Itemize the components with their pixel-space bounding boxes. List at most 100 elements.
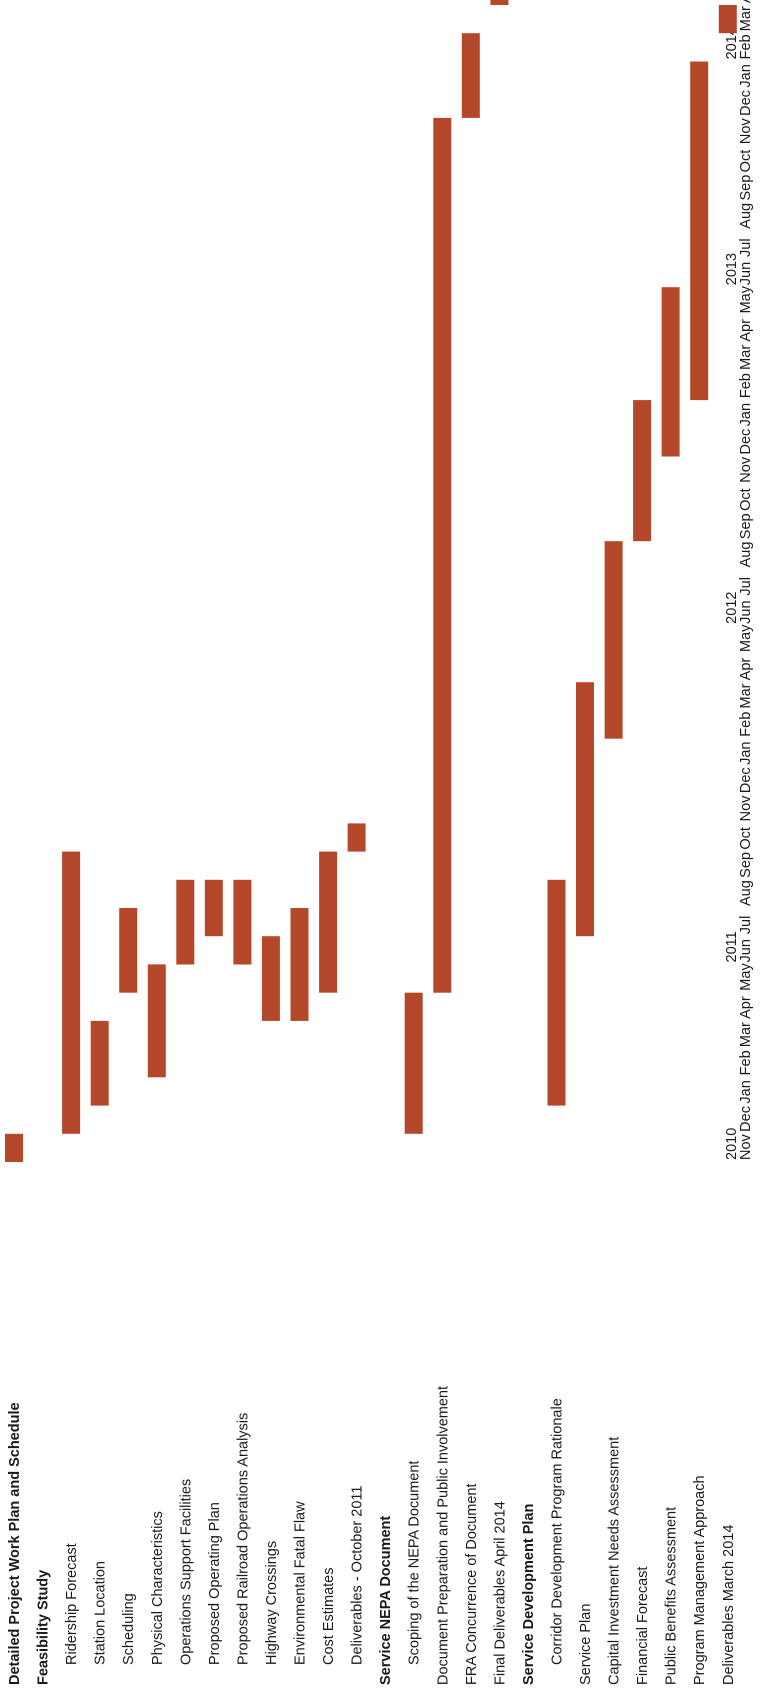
month-axis: NovDecJanFebMarAprMayJunJulAugSepOctNovD… bbox=[738, 0, 754, 1160]
task-bar-deliverables-october-2011 bbox=[347, 823, 366, 852]
month-tick-label: Jun bbox=[738, 600, 754, 623]
month-tick-label: Dec bbox=[738, 767, 754, 793]
month-tick-label: May bbox=[738, 963, 754, 991]
task-bar-financial-forecast bbox=[633, 400, 652, 542]
month-tick-label: Mar bbox=[738, 6, 754, 31]
task-bar-service-plan bbox=[576, 682, 594, 937]
row-label-scheduling: Scheduling bbox=[121, 1593, 137, 1665]
year-tick-label: 2012 bbox=[724, 592, 740, 624]
month-tick-label: Mar bbox=[738, 345, 754, 370]
task-bar-ridership-forecast bbox=[62, 851, 81, 1134]
month-tick-label: Jun bbox=[738, 939, 754, 962]
row-label-program-management-approach: Program Management Approach bbox=[692, 1475, 708, 1685]
row-label-ridership-forecast: Ridership Forecast bbox=[64, 1543, 80, 1665]
task-bars bbox=[5, 0, 737, 1162]
row-label-cost-estimates: Cost Estimates bbox=[321, 1568, 337, 1666]
task-bar-corridor-development-program-rationale bbox=[547, 879, 566, 1106]
task-bar-proposed-operating-plan bbox=[204, 879, 223, 937]
rotated-gantt-layer: Detailed Project Work Plan and Schedule F… bbox=[5, 0, 754, 1685]
month-tick-label: Mar bbox=[738, 683, 754, 708]
row-label-highway-crossings: Highway Crossings bbox=[264, 1541, 280, 1665]
row-label-fra-concurrence-of-document: FRA Concurrence of Document bbox=[464, 1484, 480, 1685]
task-bar-proposed-railroad-operations-analysis bbox=[233, 879, 252, 965]
month-tick-label: Sep bbox=[738, 513, 754, 539]
month-tick-label: Dec bbox=[738, 429, 754, 455]
year-tick-label: 2013 bbox=[724, 253, 740, 285]
row-label-physical-characteristics: Physical Characteristics bbox=[150, 1511, 166, 1665]
task-bar-scheduling bbox=[119, 908, 138, 993]
year-axis: 2010 2011 2012 2013 2014 bbox=[724, 27, 740, 1160]
month-tick-label: Jun bbox=[738, 262, 754, 285]
task-bar-program-management-approach bbox=[690, 61, 709, 401]
task-bar-physical-characteristics bbox=[147, 964, 166, 1078]
month-tick-label: Dec bbox=[738, 90, 754, 116]
month-tick-label: Nov bbox=[738, 456, 754, 483]
row-label-deliverables-october-2011: Deliverables - October 2011 bbox=[350, 1486, 366, 1665]
month-tick-label: Apr bbox=[738, 658, 754, 681]
row-label-proposed-operating-plan: Proposed Operating Plan bbox=[207, 1502, 223, 1665]
row-label-financial-forecast: Financial Forecast bbox=[635, 1567, 651, 1685]
row-label-public-benefits-assessment: Public Benefits Assessment bbox=[664, 1507, 680, 1685]
month-tick-label: Feb bbox=[738, 34, 754, 59]
month-tick-label: Aug bbox=[738, 203, 754, 229]
row-label-detailed-project-work-plan-and-schedule: Detailed Project Work Plan and Schedule bbox=[7, 1402, 23, 1685]
month-tick-label: May bbox=[738, 624, 754, 652]
year-tick-label: 2014 bbox=[724, 27, 740, 59]
task-bar-final-deliverables-april-2014 bbox=[490, 0, 509, 5]
month-tick-label: Apr bbox=[738, 996, 754, 1019]
month-tick-label: Mar bbox=[738, 1022, 754, 1047]
month-tick-label: Sep bbox=[738, 852, 754, 878]
row-label-proposed-railroad-operations-analysis: Proposed Railroad Operations Analysis bbox=[235, 1413, 251, 1665]
task-bar-detailed-project-work-plan-and-schedule bbox=[5, 1133, 23, 1162]
row-label-service-development-plan: Service Development Plan bbox=[521, 1504, 537, 1685]
task-bar-document-preparation-and-public-involvement bbox=[433, 117, 452, 993]
month-tick-label: Nov bbox=[738, 1133, 754, 1160]
month-tick-label: Jan bbox=[738, 1080, 754, 1103]
row-label-final-deliverables-april-2014: Final Deliverables April 2014 bbox=[492, 1501, 508, 1685]
month-tick-label: Sep bbox=[738, 175, 754, 201]
row-label-service-plan: Service Plan bbox=[578, 1604, 594, 1685]
month-tick-label: Dec bbox=[738, 1106, 754, 1132]
month-tick-label: Nov bbox=[738, 795, 754, 822]
month-tick-label: Oct bbox=[738, 488, 754, 511]
month-tick-label: Apr bbox=[738, 0, 754, 3]
month-tick-label: Aug bbox=[738, 880, 754, 906]
year-tick-label: 2011 bbox=[724, 931, 740, 962]
task-bar-highway-crossings bbox=[261, 936, 280, 1021]
task-bar-environmental-fatal-flaw bbox=[290, 908, 309, 1021]
month-tick-label: Feb bbox=[738, 1050, 754, 1075]
month-tick-label: Oct bbox=[738, 827, 754, 850]
row-labels: Detailed Project Work Plan and Schedule F… bbox=[7, 1386, 737, 1685]
month-tick-label: May bbox=[738, 285, 754, 313]
row-label-document-preparation-and-public-involvement: Document Preparation and Public Involvem… bbox=[435, 1386, 451, 1685]
row-label-corridor-development-program-rationale: Corridor Development Program Rationale bbox=[550, 1398, 566, 1665]
row-label-service-nepa-document: Service NEPA Document bbox=[378, 1516, 394, 1685]
month-tick-label: Jul bbox=[738, 916, 754, 935]
month-tick-label: Jan bbox=[738, 64, 754, 87]
month-tick-label: Oct bbox=[738, 150, 754, 173]
month-tick-label: Jan bbox=[738, 403, 754, 426]
task-bar-public-benefits-assessment bbox=[661, 287, 680, 457]
task-bar-operations-support-facilities bbox=[176, 879, 195, 965]
task-bar-capital-investment-needs-assessment bbox=[604, 541, 623, 739]
month-tick-label: Feb bbox=[738, 373, 754, 398]
task-bar-scoping-of-the-nepa-document bbox=[404, 992, 423, 1134]
month-tick-label: Feb bbox=[738, 712, 754, 737]
row-label-environmental-fatal-flaw: Environmental Fatal Flaw bbox=[293, 1501, 309, 1665]
month-tick-label: Jan bbox=[738, 742, 754, 765]
month-tick-label: Jul bbox=[738, 577, 754, 596]
row-label-deliverables-march-2014: Deliverables March 2014 bbox=[721, 1525, 737, 1685]
task-bar-fra-concurrence-of-document bbox=[461, 33, 480, 118]
row-label-feasibility-study: Feasibility Study bbox=[36, 1570, 52, 1685]
row-label-station-location: Station Location bbox=[93, 1561, 109, 1665]
month-tick-label: Aug bbox=[738, 542, 754, 568]
task-bar-station-location bbox=[90, 1020, 109, 1106]
row-label-scoping-of-the-nepa-document: Scoping of the NEPA Document bbox=[407, 1461, 423, 1665]
month-tick-label: Nov bbox=[738, 118, 754, 145]
row-label-operations-support-facilities: Operations Support Facilities bbox=[178, 1479, 194, 1665]
task-bar-deliverables-march-2014 bbox=[718, 4, 737, 34]
year-tick-label: 2010 bbox=[724, 1128, 740, 1160]
month-tick-label: Apr bbox=[738, 319, 754, 342]
task-bar-cost-estimates bbox=[319, 851, 338, 993]
